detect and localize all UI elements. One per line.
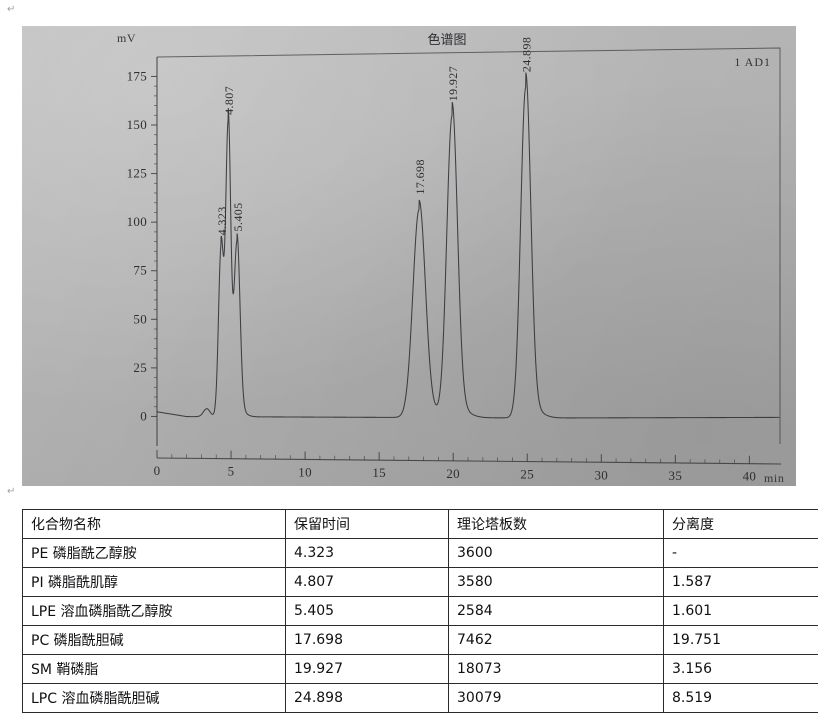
y-tick-label: 150 — [127, 117, 147, 132]
cell-name: PE 磷脂酰乙醇胺 — [22, 538, 286, 568]
x-tick-label: 10 — [298, 464, 312, 479]
y-tick-label: 100 — [127, 214, 147, 229]
y-axis-unit-label: mV — [117, 31, 136, 45]
x-axis-unit-label: min — [764, 471, 784, 485]
x-tick-label: 40 — [743, 469, 757, 484]
peak-label-17.698: 17.698 — [413, 159, 427, 194]
cell-plates: 30079 — [448, 683, 664, 713]
chart-title: 色谱图 — [427, 32, 466, 48]
table-header-row: 化合物名称 保留时间 理论塔板数 分离度 — [22, 509, 818, 539]
paragraph-mark-middle: ↵ — [7, 486, 16, 497]
cell-name: PI 磷脂酰肌醇 — [22, 567, 286, 597]
table-row: PE 磷脂酰乙醇胺 4.323 3600- — [22, 538, 818, 568]
x-axis-line — [156, 457, 782, 465]
cell-rt: 17.698 — [285, 625, 449, 655]
column-header-4: 分离度 — [663, 509, 818, 539]
y-tick-label: 0 — [140, 408, 147, 423]
cell-plates: 2584 — [448, 596, 664, 626]
plot-frame — [156, 47, 781, 444]
cell-res: 1.601 — [663, 596, 818, 626]
cell-name: PC 磷脂酰胆碱 — [22, 625, 286, 655]
y-tick-label: 25 — [133, 360, 147, 375]
cell-name: SM 鞘磷脂 — [22, 654, 286, 684]
x-tick-label: 20 — [446, 466, 460, 481]
table-row: PI 磷脂酰肌醇 4.807 3580 1.587 — [22, 567, 818, 597]
peak-label-24.898: 24.898 — [520, 37, 534, 72]
channel-label: 1 AD1 — [734, 55, 771, 69]
x-tick-label: 25 — [520, 467, 534, 482]
cell-plates: 3600 — [448, 538, 664, 568]
cell-plates: 7462 — [448, 625, 664, 655]
peak-results-table: 化合物名称 保留时间 理论塔板数 分离度 PE 磷脂酰乙醇胺 4.323 3600- PI 磷… — [22, 509, 818, 713]
x-tick-label: 30 — [594, 467, 608, 482]
x-tick-label: 0 — [154, 463, 161, 478]
cell-name: LPE 溶血磷脂酰乙醇胺 — [22, 596, 286, 626]
cell-res: 3.156 — [663, 654, 818, 684]
peak-label-19.927: 19.927 — [446, 66, 460, 101]
column-header-3: 理论塔板数 — [448, 509, 664, 539]
cell-plates: 3580 — [448, 567, 664, 597]
cell-rt: 24.898 — [285, 683, 449, 713]
cell-rt: 19.927 — [285, 654, 449, 684]
cell-res: 1.587 — [663, 567, 818, 597]
table-body: 化合物名称 保留时间 理论塔板数 分离度 PE 磷脂酰乙醇胺 4.323 3600- PI 磷… — [22, 509, 818, 713]
column-header-1: 化合物名称 — [22, 509, 286, 539]
table-row: SM 鞘磷脂 19.927 18073 3.156 — [22, 654, 818, 684]
x-tick-label: 5 — [228, 464, 235, 479]
chromatogram-photo: 色谱图 mV min 0 25 50 75 100 125 150 175 0 5 10 15 20 25 30 3… — [22, 26, 796, 486]
cell-res: 19.751 — [663, 625, 818, 655]
chromatogram-trace — [156, 72, 780, 419]
paragraph-mark-top: ↵ — [7, 4, 16, 15]
peak-label-4.807: 4.807 — [222, 86, 236, 115]
cell-res: 8.519 — [663, 683, 818, 713]
cell-rt: 4.323 — [285, 538, 449, 568]
table-row: LPE 溶血磷脂酰乙醇胺 5.405 2584 1.601 — [22, 596, 818, 626]
cell-name: LPC 溶血磷脂酰胆碱 — [22, 683, 286, 713]
peak-label-5.405: 5.405 — [231, 202, 245, 231]
cell-plates: 18073 — [448, 654, 664, 684]
cell-rt: 5.405 — [285, 596, 449, 626]
y-tick-label: 175 — [127, 68, 147, 83]
cell-res: - — [663, 538, 818, 568]
table-row: LPC 溶血磷脂酰胆碱 24.898 30079 8.519 — [22, 683, 818, 713]
chromatogram-chart: 色谱图 mV min 0 25 50 75 100 125 150 175 0 5 10 15 20 25 30 3… — [117, 31, 784, 485]
y-tick-label: 125 — [127, 166, 147, 181]
y-tick-label: 75 — [133, 263, 147, 278]
column-header-2: 保留时间 — [285, 509, 449, 539]
peak-label-4.323: 4.323 — [215, 206, 229, 235]
table-row: PC 磷脂酰胆碱 17.698 7462 19.751 — [22, 625, 818, 655]
y-tick-label: 50 — [133, 311, 147, 326]
x-tick-label: 35 — [669, 468, 683, 483]
cell-rt: 4.807 — [285, 567, 449, 597]
x-tick-label: 15 — [372, 465, 386, 480]
